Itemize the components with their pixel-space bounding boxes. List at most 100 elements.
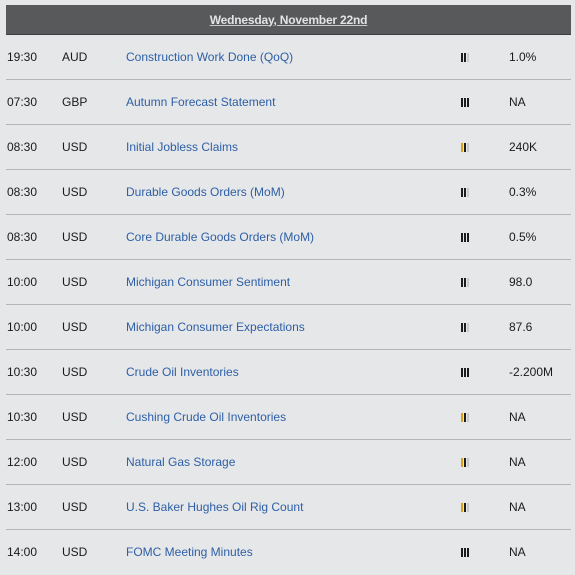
impact-bar bbox=[464, 97, 466, 107]
event-title-link[interactable]: Autumn Forecast Statement bbox=[126, 95, 276, 109]
impact-icon bbox=[458, 260, 472, 304]
impact-bar bbox=[464, 277, 466, 287]
impact-bar bbox=[461, 187, 463, 197]
event-currency: USD bbox=[62, 545, 88, 559]
impact-bar bbox=[464, 547, 466, 557]
impact-bar bbox=[467, 457, 469, 467]
event-value: 240K bbox=[509, 140, 538, 154]
impact-icon bbox=[458, 215, 472, 259]
event-currency: USD bbox=[62, 140, 88, 154]
impact-bar bbox=[464, 187, 466, 197]
event-time: 08:30 bbox=[7, 230, 38, 244]
event-currency: GBP bbox=[62, 95, 88, 109]
impact-bar bbox=[467, 367, 469, 377]
event-row: 14:00 USD FOMC Meeting Minutes NA bbox=[6, 530, 571, 575]
impact-bar bbox=[467, 412, 469, 422]
event-row: 13:00 USD U.S. Baker Hughes Oil Rig Coun… bbox=[6, 485, 571, 530]
event-currency: USD bbox=[62, 230, 88, 244]
event-row: 10:00 USD Michigan Consumer Expectations… bbox=[6, 305, 571, 350]
event-value: NA bbox=[509, 95, 526, 109]
impact-bar bbox=[467, 97, 469, 107]
event-row: 07:30 GBP Autumn Forecast Statement NA bbox=[6, 80, 571, 125]
impact-bar bbox=[461, 547, 463, 557]
event-currency: AUD bbox=[62, 50, 88, 64]
event-time: 08:30 bbox=[7, 140, 38, 154]
impact-icon bbox=[458, 170, 472, 214]
impact-bar bbox=[467, 547, 469, 557]
event-title-link[interactable]: Michigan Consumer Expectations bbox=[126, 320, 305, 334]
impact-bar bbox=[464, 52, 466, 62]
event-currency: USD bbox=[62, 500, 88, 514]
impact-bar bbox=[464, 457, 466, 467]
impact-bar bbox=[467, 502, 469, 512]
event-time: 14:00 bbox=[7, 545, 38, 559]
event-title-link[interactable]: Crude Oil Inventories bbox=[126, 365, 239, 379]
event-currency: USD bbox=[62, 365, 88, 379]
event-time: 10:00 bbox=[7, 275, 38, 289]
event-title-link[interactable]: Initial Jobless Claims bbox=[126, 140, 239, 154]
event-time: 12:00 bbox=[7, 455, 38, 469]
event-row: 10:30 USD Crude Oil Inventories -2.200M bbox=[6, 350, 571, 395]
impact-icon bbox=[458, 80, 472, 124]
impact-icon bbox=[458, 125, 472, 169]
event-time: 13:00 bbox=[7, 500, 38, 514]
impact-bar bbox=[464, 502, 466, 512]
event-value: 0.3% bbox=[509, 185, 537, 199]
event-currency: USD bbox=[62, 185, 88, 199]
impact-bar bbox=[467, 142, 469, 152]
event-row: 08:30 USD Durable Goods Orders (MoM) 0.3… bbox=[6, 170, 571, 215]
impact-bar bbox=[464, 142, 466, 152]
event-title-link[interactable]: Core Durable Goods Orders (MoM) bbox=[126, 230, 315, 244]
impact-bar bbox=[461, 367, 463, 377]
impact-bar bbox=[461, 142, 463, 152]
impact-bar bbox=[461, 232, 463, 242]
impact-bar bbox=[464, 232, 466, 242]
event-time: 10:30 bbox=[7, 365, 38, 379]
event-value: NA bbox=[509, 545, 526, 559]
impact-icon bbox=[458, 305, 472, 349]
event-value: 1.0% bbox=[509, 50, 537, 64]
event-value: NA bbox=[509, 455, 526, 469]
event-row: 08:30 USD Initial Jobless Claims 240K bbox=[6, 125, 571, 170]
event-title-link[interactable]: Michigan Consumer Sentiment bbox=[126, 275, 291, 289]
impact-bar bbox=[467, 232, 469, 242]
event-currency: USD bbox=[62, 410, 88, 424]
event-currency: USD bbox=[62, 455, 88, 469]
event-list: 19:30 AUD Construction Work Done (QoQ) 1… bbox=[6, 35, 571, 575]
event-time: 07:30 bbox=[7, 95, 38, 109]
impact-icon bbox=[458, 440, 472, 484]
event-value: 98.0 bbox=[509, 275, 533, 289]
impact-icon bbox=[458, 530, 472, 574]
event-title-link[interactable]: Durable Goods Orders (MoM) bbox=[126, 185, 285, 199]
impact-bar bbox=[461, 412, 463, 422]
event-row: 08:30 USD Core Durable Goods Orders (MoM… bbox=[6, 215, 571, 260]
impact-icon bbox=[458, 485, 472, 529]
event-row: 10:30 USD Cushing Crude Oil Inventories … bbox=[6, 395, 571, 440]
impact-bar bbox=[461, 502, 463, 512]
impact-bar bbox=[461, 457, 463, 467]
impact-bar bbox=[461, 97, 463, 107]
impact-bar bbox=[467, 277, 469, 287]
day-header: Wednesday, November 22nd bbox=[6, 5, 571, 35]
impact-bar bbox=[464, 322, 466, 332]
event-title-link[interactable]: Natural Gas Storage bbox=[126, 455, 236, 469]
impact-bar bbox=[461, 52, 463, 62]
impact-icon bbox=[458, 350, 472, 394]
event-title-link[interactable]: Construction Work Done (QoQ) bbox=[126, 50, 294, 64]
impact-bar bbox=[467, 52, 469, 62]
event-value: NA bbox=[509, 410, 526, 424]
event-time: 19:30 bbox=[7, 50, 38, 64]
event-currency: USD bbox=[62, 320, 88, 334]
event-title-link[interactable]: FOMC Meeting Minutes bbox=[126, 545, 253, 559]
event-time: 10:30 bbox=[7, 410, 38, 424]
impact-icon bbox=[458, 35, 472, 79]
event-row: 19:30 AUD Construction Work Done (QoQ) 1… bbox=[6, 35, 571, 80]
impact-bar bbox=[464, 367, 466, 377]
impact-bar bbox=[461, 322, 463, 332]
impact-icon bbox=[458, 395, 472, 439]
event-value: NA bbox=[509, 500, 526, 514]
event-value: 0.5% bbox=[509, 230, 537, 244]
event-value: 87.6 bbox=[509, 320, 533, 334]
event-title-link[interactable]: Cushing Crude Oil Inventories bbox=[126, 410, 287, 424]
event-title-link[interactable]: U.S. Baker Hughes Oil Rig Count bbox=[126, 500, 304, 514]
